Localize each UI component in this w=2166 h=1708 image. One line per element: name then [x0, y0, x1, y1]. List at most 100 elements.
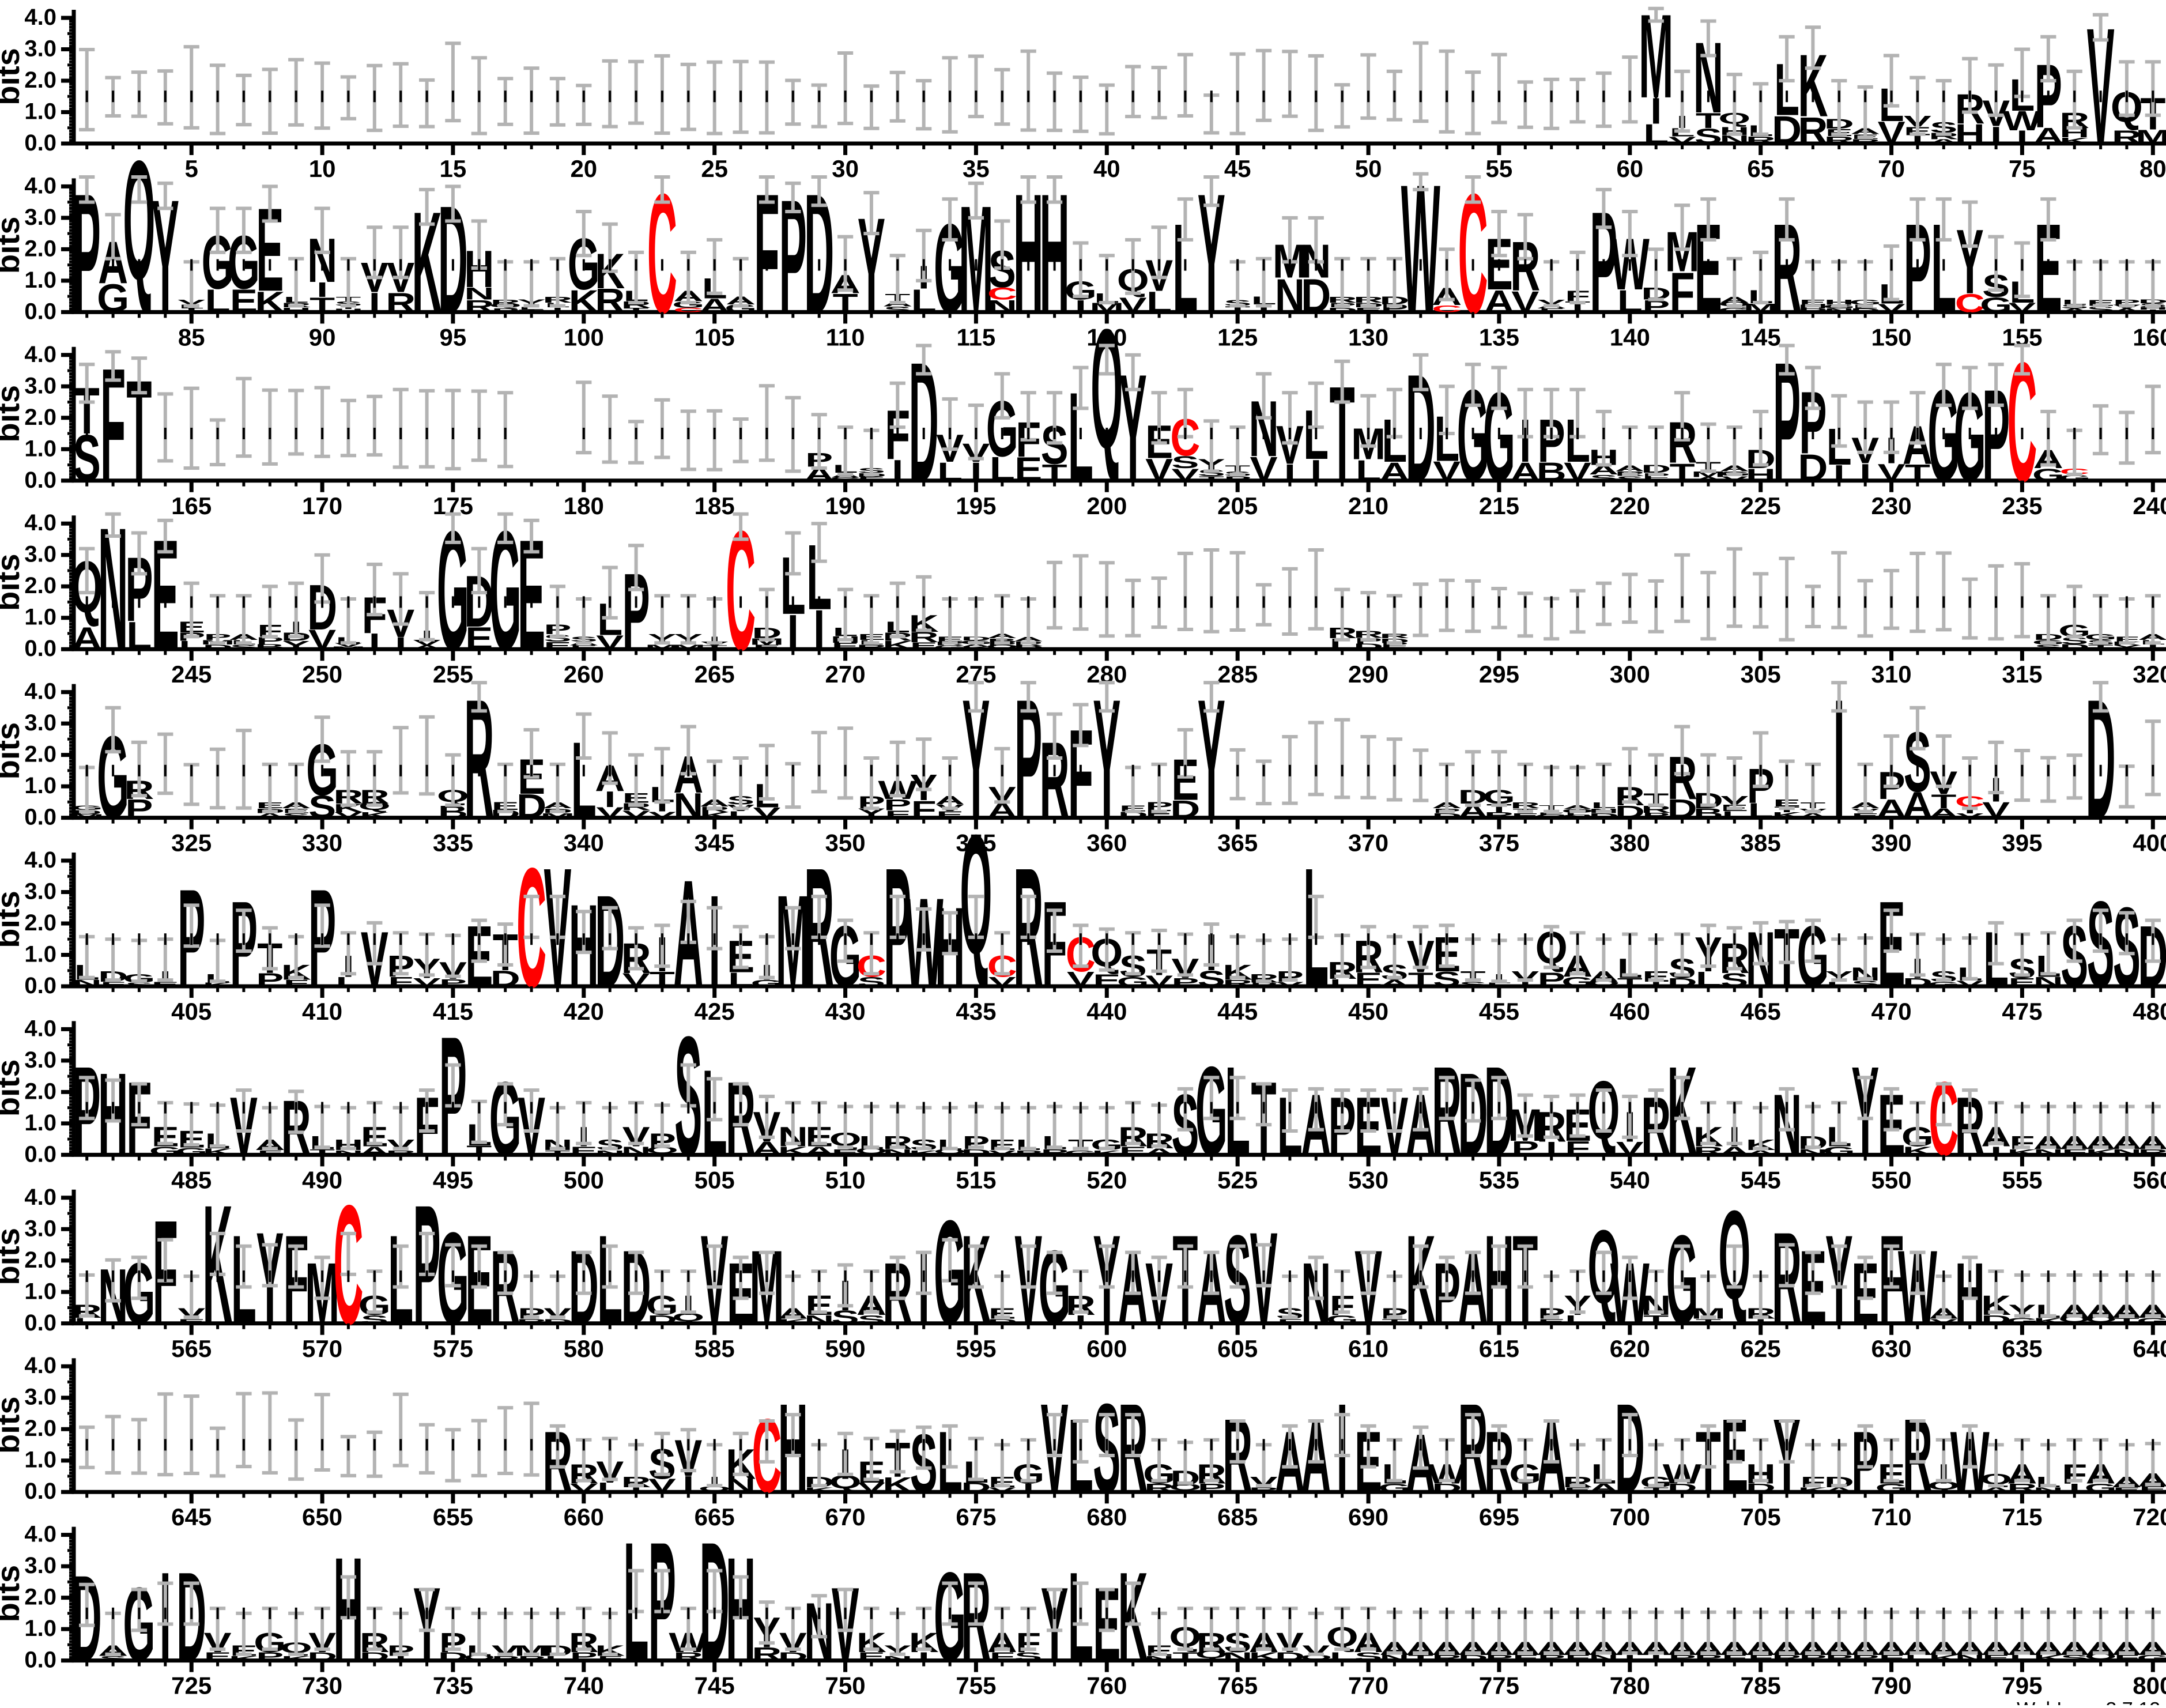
svg-text:2.0: 2.0 — [24, 910, 56, 936]
svg-text:3.0: 3.0 — [24, 205, 56, 230]
svg-text:1.0: 1.0 — [24, 1279, 56, 1304]
svg-text:645: 645 — [171, 1503, 212, 1530]
svg-text:4.0: 4.0 — [24, 1185, 56, 1210]
svg-text:240: 240 — [2133, 492, 2166, 519]
svg-text:300: 300 — [1610, 661, 1650, 688]
svg-text:45: 45 — [1224, 155, 1251, 182]
svg-text:60: 60 — [1616, 155, 1643, 182]
svg-text:375: 375 — [1479, 830, 1519, 857]
svg-text:0.0: 0.0 — [24, 1647, 56, 1673]
svg-text:460: 460 — [1610, 998, 1650, 1025]
svg-text:1.0: 1.0 — [24, 1110, 56, 1136]
svg-text:590: 590 — [825, 1335, 866, 1362]
svg-text:0.0: 0.0 — [24, 130, 56, 156]
svg-text:bits: bits — [0, 48, 26, 105]
svg-text:3.0: 3.0 — [24, 36, 56, 62]
svg-text:555: 555 — [2002, 1166, 2042, 1193]
svg-text:230: 230 — [1871, 492, 1912, 519]
svg-text:260: 260 — [564, 661, 604, 688]
svg-text:635: 635 — [2002, 1335, 2042, 1362]
svg-text:315: 315 — [2002, 661, 2042, 688]
svg-text:500: 500 — [564, 1166, 604, 1193]
svg-text:3.0: 3.0 — [24, 710, 56, 736]
svg-text:395: 395 — [2002, 830, 2042, 857]
svg-text:1.0: 1.0 — [24, 605, 56, 630]
svg-text:385: 385 — [1741, 830, 1781, 857]
svg-text:50: 50 — [1355, 155, 1382, 182]
svg-text:740: 740 — [564, 1672, 604, 1699]
svg-text:475: 475 — [2002, 998, 2042, 1025]
svg-text:2.0: 2.0 — [24, 573, 56, 598]
svg-text:25: 25 — [701, 155, 728, 182]
svg-text:720: 720 — [2133, 1503, 2166, 1530]
svg-text:520: 520 — [1086, 1166, 1127, 1193]
svg-text:435: 435 — [956, 998, 996, 1025]
svg-text:0.0: 0.0 — [24, 1141, 56, 1167]
svg-text:450: 450 — [1348, 998, 1388, 1025]
svg-text:2.0: 2.0 — [24, 1416, 56, 1441]
svg-text:4.0: 4.0 — [24, 510, 56, 536]
svg-text:4.0: 4.0 — [24, 342, 56, 367]
svg-text:3.0: 3.0 — [24, 879, 56, 904]
svg-text:3.0: 3.0 — [24, 373, 56, 398]
svg-text:bits: bits — [0, 1060, 26, 1117]
svg-text:780: 780 — [1610, 1672, 1650, 1699]
svg-text:180: 180 — [564, 492, 604, 519]
svg-text:bits: bits — [0, 553, 26, 611]
svg-text:4.0: 4.0 — [24, 679, 56, 704]
svg-text:20: 20 — [570, 155, 597, 182]
svg-text:30: 30 — [832, 155, 859, 182]
svg-text:10: 10 — [309, 155, 336, 182]
svg-text:365: 365 — [1217, 830, 1258, 857]
svg-text:2.0: 2.0 — [24, 1585, 56, 1610]
svg-text:65: 65 — [1747, 155, 1774, 182]
svg-text:195: 195 — [956, 492, 996, 519]
svg-text:105: 105 — [695, 323, 735, 350]
svg-text:1.0: 1.0 — [24, 1616, 56, 1641]
svg-text:190: 190 — [825, 492, 866, 519]
svg-text:40: 40 — [1093, 155, 1120, 182]
svg-text:1.0: 1.0 — [24, 267, 56, 293]
svg-text:670: 670 — [825, 1503, 866, 1530]
svg-text:310: 310 — [1871, 661, 1912, 688]
svg-text:75: 75 — [2009, 155, 2036, 182]
svg-text:400: 400 — [2133, 830, 2166, 857]
svg-text:0.0: 0.0 — [24, 1479, 56, 1504]
svg-text:2.0: 2.0 — [24, 236, 56, 261]
svg-text:320: 320 — [2133, 661, 2166, 688]
svg-text:90: 90 — [309, 323, 336, 350]
svg-text:2.0: 2.0 — [24, 67, 56, 93]
svg-text:2.0: 2.0 — [24, 1079, 56, 1104]
svg-text:3.0: 3.0 — [24, 1047, 56, 1073]
svg-text:510: 510 — [825, 1166, 866, 1193]
svg-text:660: 660 — [564, 1503, 604, 1530]
svg-text:210: 210 — [1348, 492, 1388, 519]
svg-text:M: M — [2135, 126, 2166, 148]
svg-text:130: 130 — [1348, 323, 1388, 350]
svg-text:3.0: 3.0 — [24, 542, 56, 567]
svg-text:135: 135 — [1479, 323, 1519, 350]
svg-text:0.0: 0.0 — [24, 636, 56, 661]
svg-text:370: 370 — [1348, 830, 1388, 857]
svg-text:800: 800 — [2133, 1672, 2166, 1699]
svg-text:125: 125 — [1217, 323, 1258, 350]
svg-text:1.0: 1.0 — [24, 1447, 56, 1473]
svg-text:390: 390 — [1871, 830, 1912, 857]
svg-text:270: 270 — [825, 661, 866, 688]
svg-text:290: 290 — [1348, 661, 1388, 688]
svg-text:0.0: 0.0 — [24, 1310, 56, 1336]
svg-text:80: 80 — [2139, 155, 2166, 182]
svg-text:1.0: 1.0 — [24, 99, 56, 125]
svg-text:795: 795 — [2002, 1672, 2042, 1699]
svg-text:bits: bits — [0, 722, 26, 780]
svg-text:770: 770 — [1348, 1672, 1388, 1699]
svg-text:765: 765 — [1217, 1672, 1258, 1699]
svg-text:WebLogo 3.7.12: WebLogo 3.7.12 — [2017, 1699, 2160, 1705]
svg-text:640: 640 — [2133, 1335, 2166, 1362]
svg-text:0.0: 0.0 — [24, 973, 56, 998]
svg-text:55: 55 — [1486, 155, 1513, 182]
svg-text:85: 85 — [178, 323, 205, 350]
svg-text:160: 160 — [2133, 323, 2166, 350]
svg-text:Q: Q — [123, 125, 155, 315]
svg-text:445: 445 — [1217, 998, 1258, 1025]
